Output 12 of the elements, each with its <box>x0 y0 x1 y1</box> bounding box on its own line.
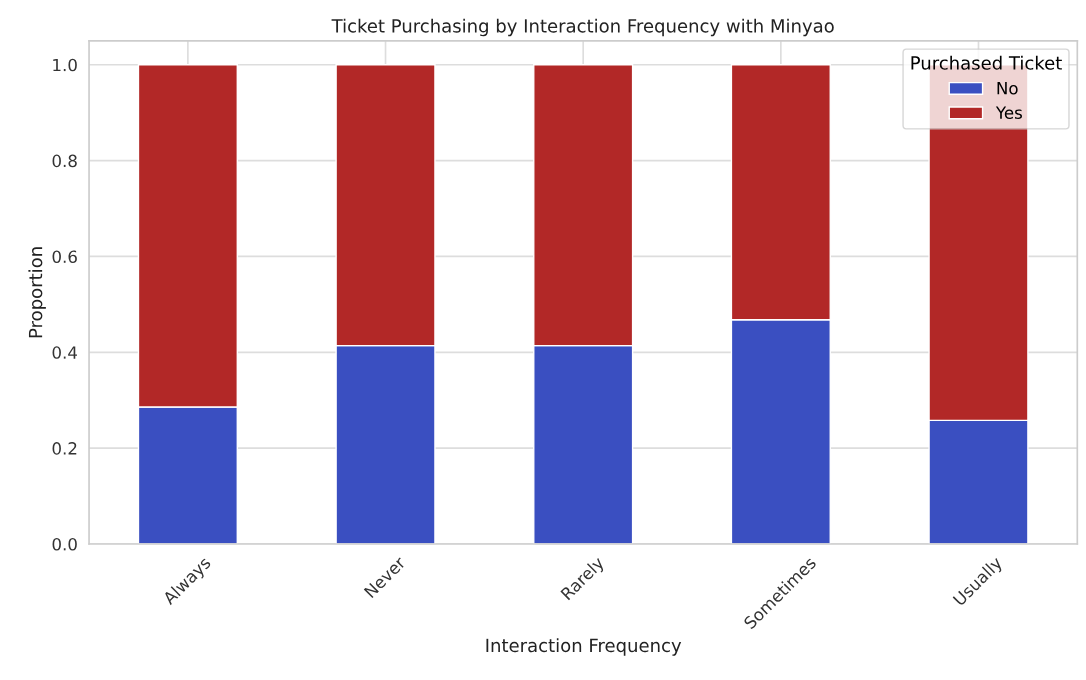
y-axis-title: Proportion <box>28 247 46 338</box>
y-tick-label: 1.0 <box>53 58 77 72</box>
y-tick-label: 0.8 <box>52 154 77 168</box>
y-tick-label: 0.2 <box>52 442 77 455</box>
y-tick-label: 0.4 <box>52 346 78 359</box>
legend-label: No <box>997 82 1018 95</box>
y-tick-label: 0.6 <box>52 250 77 264</box>
chart-title: Ticket Purchasing by Interaction Frequency with Minyao <box>331 18 834 37</box>
y-tick-label: 0.0 <box>52 537 77 551</box>
legend-label: Yes <box>995 106 1022 119</box>
x-axis-title: Interaction Frequency <box>486 638 682 656</box>
legend-title: Purchased Ticket <box>911 55 1062 70</box>
